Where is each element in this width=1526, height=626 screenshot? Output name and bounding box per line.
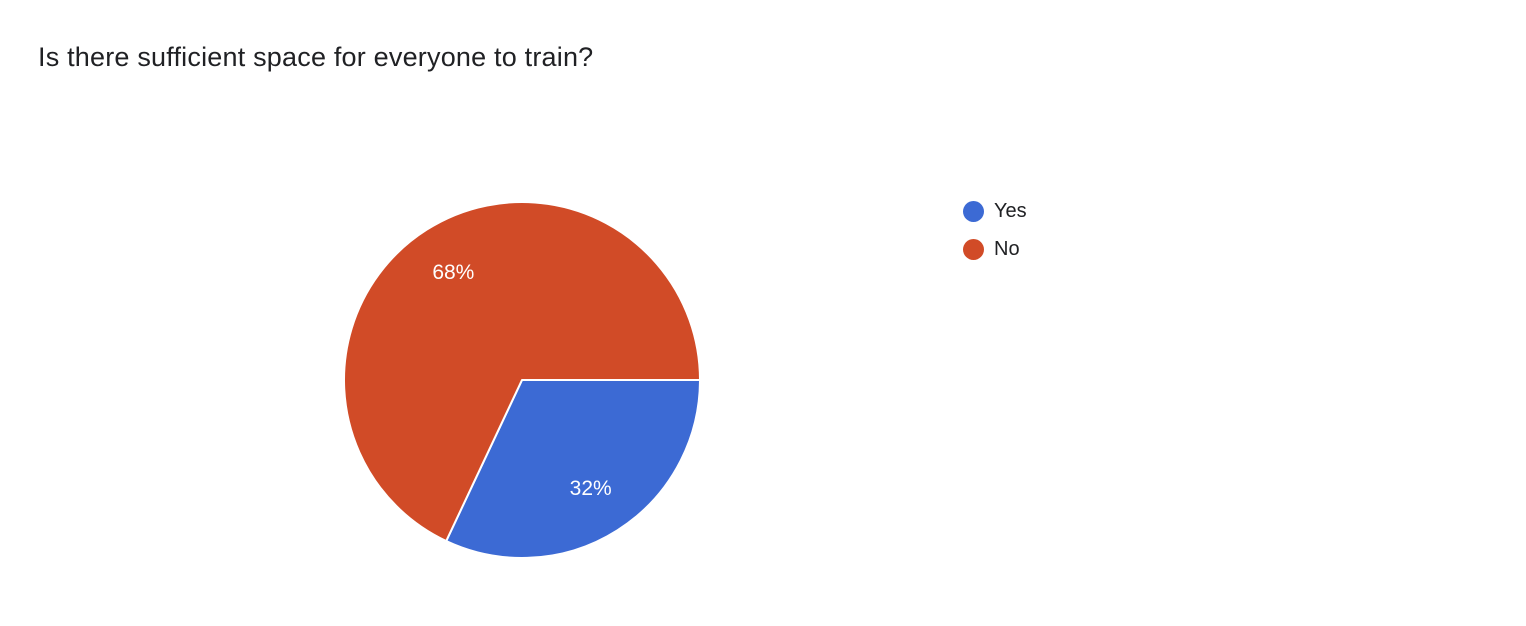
legend-swatch-no-icon: [963, 238, 984, 260]
legend-item-yes: Yes: [963, 196, 1027, 226]
legend-swatch-yes-icon: [963, 200, 984, 222]
pie-slice-label-yes: 32%: [570, 477, 612, 500]
pie-chart: 32% 68%: [343, 201, 701, 559]
legend-label: Yes: [994, 199, 1027, 222]
chart-title: Is there sufficient space for everyone t…: [38, 42, 594, 72]
pie-slice-label-no: 68%: [432, 261, 474, 284]
legend-label: No: [994, 237, 1020, 260]
legend-item-no: No: [963, 234, 1027, 264]
pie-chart-area: 32% 68%: [340, 198, 704, 562]
pie-slice-yes: [445, 379, 701, 559]
chart-legend: Yes No: [963, 196, 1027, 272]
pie-slice-no: [343, 201, 701, 543]
